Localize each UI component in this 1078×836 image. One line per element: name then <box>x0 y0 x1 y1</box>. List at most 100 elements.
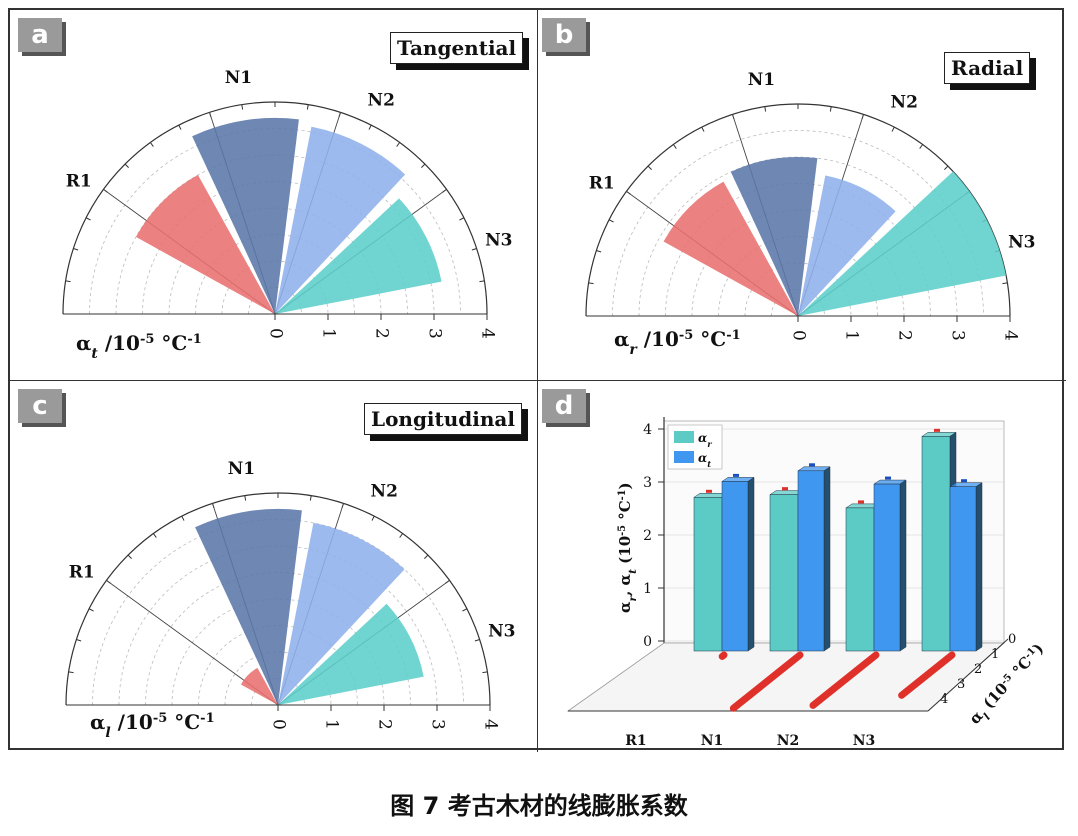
axis-label-part: -5 <box>153 711 167 726</box>
polar-chart-tangential: R1 N1 N2 N3 0 1 2 3 4 αt /10-5 °C-1 <box>62 68 512 362</box>
wedge-r1 <box>663 181 798 316</box>
panel-title-longitudinal: Longitudinal <box>364 403 522 435</box>
category-label-n1: N1 <box>748 70 775 90</box>
legend-label-t-part: α <box>698 451 707 465</box>
axis-label-part: /10 <box>98 331 140 355</box>
arc-tick <box>127 554 132 559</box>
wedge-n2 <box>278 522 405 705</box>
axis-label-part: t <box>91 346 98 362</box>
x-tick-label-n1: N1 <box>701 733 724 749</box>
panel-tag-c: c <box>18 389 62 423</box>
axis-label-part: /10 <box>637 327 679 351</box>
bar-t-n2 <box>873 479 907 652</box>
bar-t-n2-front <box>873 483 901 652</box>
y-axis-label-part: (10 <box>616 536 634 569</box>
category-label-r1: R1 <box>589 174 615 194</box>
bar-t-n1-front <box>797 470 825 652</box>
arc-tick <box>421 163 426 168</box>
r-tick-label: 1 <box>319 328 339 339</box>
axis-label-part: °C <box>693 327 726 351</box>
r-tick-label: 0 <box>269 719 289 730</box>
arc-tick <box>701 126 705 132</box>
panel-a-tangential: R1 N1 N2 N3 0 1 2 3 4 αt /10-5 °C-1 a Tangential <box>10 10 538 381</box>
category-label-r1: R1 <box>66 172 92 192</box>
wedge-n1 <box>195 508 302 705</box>
x-tick-label-r1: R1 <box>625 733 646 749</box>
panel-tag-a: a <box>18 18 62 52</box>
r-tick-label: 2 <box>372 328 392 339</box>
r-tick-label: 0 <box>266 328 286 339</box>
panel-c-longitudinal: R1 N1 N2 N3 0 1 2 3 4 αl /10-5 °C-1 c Longitudina… <box>10 381 538 752</box>
arc-tick <box>588 282 594 285</box>
axis-label-part: r <box>629 342 638 358</box>
grid-ring <box>92 519 464 706</box>
arc-tick <box>88 608 94 612</box>
legend-label-r-part: r <box>707 439 712 449</box>
wedge-n3 <box>278 603 424 705</box>
wedge-n2 <box>798 175 896 316</box>
x-tick-label-n3: N3 <box>853 733 876 749</box>
x-tick-label-n2: N2 <box>777 733 800 749</box>
bar-r-n1-front <box>769 494 799 652</box>
bar-r-r1-front <box>693 497 723 652</box>
arc-tick <box>241 104 244 110</box>
axis-label-part: -1 <box>726 328 740 343</box>
rod-l-n3 <box>898 651 956 699</box>
arc-tick <box>919 144 924 149</box>
polar-chart-radial: R1 N1 N2 N3 0 1 2 3 4 αr /10-5 °C-1 <box>585 70 1035 358</box>
panel-title-tangential: Tangential <box>390 32 524 64</box>
axis-label: αl /10-5 °C-1 <box>90 710 215 741</box>
wedge-n3 <box>275 198 442 314</box>
wedge-r1 <box>135 174 275 314</box>
arc-tick <box>76 639 82 642</box>
legend-swatch-t <box>674 451 694 463</box>
polar-chart-longitudinal: R1 N1 N2 N3 0 1 2 3 4 αl /10-5 °C-1 <box>65 459 515 741</box>
arc-tick <box>424 554 429 559</box>
legend-label-r-part: α <box>698 431 707 445</box>
arc-tick <box>647 165 652 170</box>
z-tick-label: 2 <box>974 662 982 677</box>
axis-label-part: -1 <box>187 332 201 347</box>
y-axis-label-part: t <box>627 569 639 574</box>
bar-t-r1-side <box>747 476 755 652</box>
bar-t-n3-side <box>975 482 983 652</box>
y-tick-label: 3 <box>643 475 652 491</box>
grid-ring <box>118 545 438 706</box>
arc-tick <box>149 142 154 147</box>
r-tick-label: 0 <box>789 330 809 341</box>
r-tick-label: 3 <box>428 719 448 730</box>
wedge-r1 <box>240 667 278 705</box>
legend-swatch-r <box>674 431 694 443</box>
axis-label-part: l <box>105 725 110 741</box>
y-axis-label-part: -5 <box>617 525 628 536</box>
r-tick-label: 3 <box>948 330 968 341</box>
arc-tick <box>596 250 602 253</box>
z-tick-label: 4 <box>940 692 948 707</box>
arc-tick <box>399 533 404 538</box>
category-label-n2: N2 <box>891 93 918 113</box>
arc-tick <box>1002 282 1008 285</box>
y-axis-label-part: °C <box>616 500 634 525</box>
figure-caption: 图 7 考古木材的线膨胀系数 <box>390 792 688 820</box>
r-tick-label: 1 <box>322 719 342 730</box>
axis-label-part: α <box>614 327 629 351</box>
axis-label-part: -5 <box>679 328 693 343</box>
axis-label-part: α <box>76 331 91 355</box>
category-label-n2: N2 <box>371 482 398 502</box>
legend-label-r: αr <box>698 431 712 449</box>
arc-tick <box>944 165 949 170</box>
arc-tick <box>65 280 71 283</box>
panel-tag-d: d <box>542 389 586 423</box>
y-axis-label: αr, αt (10-5 °C-1) <box>616 482 639 613</box>
y-tick-label: 4 <box>643 422 652 438</box>
arc-tick <box>829 106 832 112</box>
arc-tick <box>309 495 312 501</box>
arc-tick <box>462 608 468 612</box>
arc-tick <box>459 217 465 221</box>
axis-label-part: α <box>90 710 105 734</box>
y-axis-label-part: α <box>616 601 634 613</box>
arc-tick <box>474 639 480 642</box>
arc-tick <box>471 248 477 251</box>
axis-label-part: /10 <box>111 710 153 734</box>
